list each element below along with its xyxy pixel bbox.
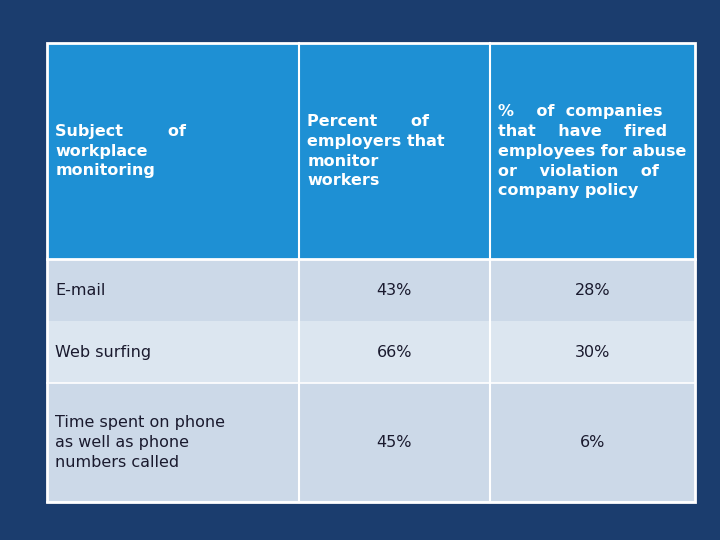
Text: 28%: 28%: [575, 283, 610, 298]
Text: 6%: 6%: [580, 435, 605, 450]
Text: Time spent on phone
as well as phone
numbers called: Time spent on phone as well as phone num…: [55, 415, 225, 470]
Text: %    of  companies
that    have    fired
employees for abuse
or    violation    : % of companies that have fired employees…: [498, 104, 687, 198]
Bar: [47, 43, 695, 259]
Bar: [47, 383, 695, 502]
Text: 66%: 66%: [377, 345, 412, 360]
Text: 30%: 30%: [575, 345, 610, 360]
Bar: [47, 321, 695, 383]
Bar: [47, 43, 695, 502]
Bar: [47, 259, 695, 321]
Text: 43%: 43%: [377, 283, 412, 298]
Text: 45%: 45%: [377, 435, 412, 450]
Text: E-mail: E-mail: [55, 283, 106, 298]
Text: Web surfing: Web surfing: [55, 345, 152, 360]
Text: Subject        of
workplace
monitoring: Subject of workplace monitoring: [55, 124, 186, 179]
Text: Percent      of
employers that
monitor
workers: Percent of employers that monitor worker…: [307, 114, 445, 188]
